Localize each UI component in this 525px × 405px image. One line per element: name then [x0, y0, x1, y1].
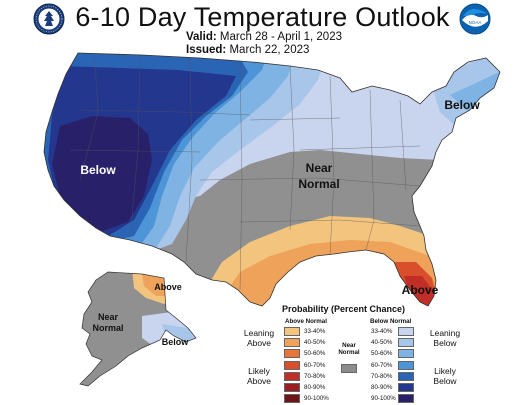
map-label-below-northeast: Below — [444, 98, 480, 112]
svg-text:NOAA: NOAA — [469, 20, 482, 25]
legend-leaning-below-2: Below — [433, 338, 457, 348]
legend-below-range: 70-80% — [371, 372, 393, 380]
legend-below-header: Below Normal — [370, 318, 412, 325]
legend-below-range: 60-70% — [371, 361, 393, 369]
issued-date: March 22, 2023 — [229, 44, 310, 56]
alaska-label-above: Above — [154, 282, 182, 292]
legend-likely-above-2: Above — [246, 376, 272, 386]
legend-likely-below: Likely Below — [428, 366, 462, 386]
legend-below-swatch — [398, 327, 414, 336]
legend-likely-above: Likely Above — [242, 366, 276, 386]
legend-below-swatch — [398, 338, 414, 348]
legend-above-swatch — [284, 383, 300, 392]
legend-below-range: 80-90% — [371, 384, 393, 391]
map-label-above-florida: Above — [402, 283, 439, 297]
legend-near-normal-swatch — [341, 364, 357, 373]
alaska-label-near-1: Near — [98, 312, 119, 322]
valid-label: Valid: — [186, 31, 217, 43]
legend-below-swatch — [398, 394, 414, 404]
legend-title: Probability (Percent Chance) — [282, 304, 406, 314]
issued-label: Issued: — [186, 44, 227, 56]
legend-above-range: 90-100% — [304, 395, 329, 403]
legend-leaning-below-1: Leaning — [429, 328, 461, 338]
legend-below-range: 40-50% — [371, 339, 393, 347]
legend-above-swatch — [284, 327, 300, 336]
legend-leaning-below: Leaning Below — [428, 328, 462, 348]
legend-above-range: 60-70% — [304, 361, 326, 369]
legend-near-header-2: Normal — [338, 349, 360, 356]
noaa-commerce-seal-icon — [33, 3, 65, 35]
legend-near-header-1: Near — [342, 342, 356, 349]
legend-above-swatch — [284, 394, 300, 404]
legend-above-range: 80-90% — [304, 384, 326, 391]
map-label-below-west: Below — [80, 163, 116, 177]
legend-leaning-above-1: Leaning — [243, 328, 275, 338]
legend-above-range: 40-50% — [304, 339, 326, 347]
legend-above-header: Above Normal — [285, 318, 327, 325]
page-title: 6-10 Day Temperature Outlook — [75, 2, 450, 32]
map-label-near-normal-1: Near — [306, 161, 333, 175]
legend-likely-above-1: Likely — [248, 366, 270, 376]
legend-above-swatch — [284, 349, 300, 359]
legend-near-normal-header: Near Normal — [336, 342, 362, 356]
legend-leaning-above: Leaning Above — [242, 328, 276, 348]
issued-line: Issued: March 22, 2023 — [186, 44, 309, 56]
alaska-inset-map: Above Near Normal Below — [79, 271, 197, 387]
legend-below-swatch — [398, 383, 414, 392]
legend-below-range: 90-100% — [371, 395, 396, 403]
legend-below-range: 50-60% — [371, 350, 393, 358]
noaa-logo-icon: NOAA — [459, 3, 491, 35]
legend-below-swatch — [398, 371, 414, 381]
legend-above-range: 50-60% — [304, 350, 326, 358]
legend-likely-below-1: Likely — [434, 366, 456, 376]
legend-likely-below-2: Below — [433, 376, 457, 386]
legend-below-swatch — [398, 360, 414, 370]
legend-above-range: 33-40% — [304, 328, 326, 335]
alaska-label-near-2: Normal — [92, 323, 123, 333]
legend-above-swatch — [284, 360, 300, 370]
legend-leaning-above-2: Above — [246, 338, 272, 348]
map-label-near-normal-2: Normal — [298, 177, 339, 191]
legend-above-swatch — [284, 338, 300, 348]
valid-dates: March 28 - April 1, 2023 — [219, 31, 342, 43]
valid-line: Valid: March 28 - April 1, 2023 — [186, 31, 342, 43]
legend-above-swatch — [284, 371, 300, 381]
legend-below-range: 33-40% — [371, 328, 393, 335]
legend-above-range: 70-80% — [304, 372, 326, 380]
legend-below-swatch — [398, 349, 414, 359]
alaska-label-below: Below — [162, 337, 190, 347]
